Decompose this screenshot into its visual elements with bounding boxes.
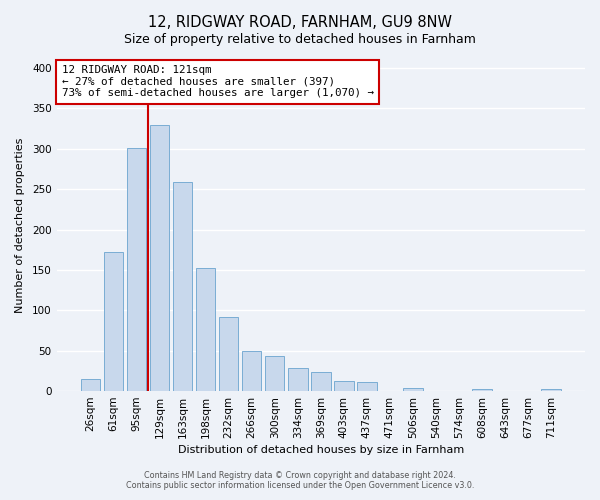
X-axis label: Distribution of detached houses by size in Farnham: Distribution of detached houses by size … (178, 445, 464, 455)
Y-axis label: Number of detached properties: Number of detached properties (15, 138, 25, 313)
Bar (173, 182, 193, 391)
Bar (149, 124, 169, 391)
Text: 12, RIDGWAY ROAD, FARNHAM, GU9 8NW: 12, RIDGWAY ROAD, FARNHAM, GU9 8NW (148, 15, 452, 30)
Bar (472, 390, 492, 391)
Bar (127, 148, 146, 391)
Bar (242, 350, 262, 391)
Bar (311, 372, 331, 391)
Bar (334, 380, 353, 391)
Bar (357, 382, 377, 391)
Bar (219, 317, 238, 391)
Bar (265, 356, 284, 391)
Text: 12 RIDGWAY ROAD: 121sqm
← 27% of detached houses are smaller (397)
73% of semi-d: 12 RIDGWAY ROAD: 121sqm ← 27% of detache… (62, 65, 374, 98)
Text: Size of property relative to detached houses in Farnham: Size of property relative to detached ho… (124, 32, 476, 46)
Bar (80, 379, 100, 391)
Bar (541, 390, 561, 391)
Text: Contains HM Land Registry data © Crown copyright and database right 2024.
Contai: Contains HM Land Registry data © Crown c… (126, 470, 474, 490)
Bar (288, 368, 308, 391)
Bar (104, 252, 123, 391)
Bar (196, 268, 215, 391)
Bar (403, 388, 423, 391)
